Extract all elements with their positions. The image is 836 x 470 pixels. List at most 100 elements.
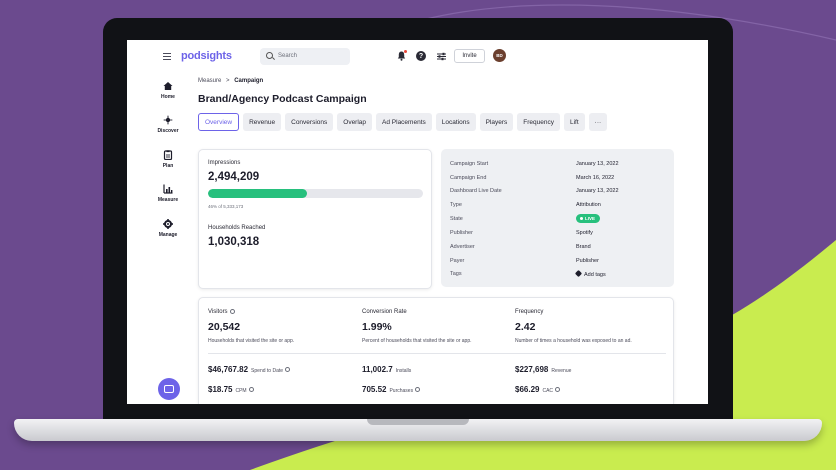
search-input[interactable]: Search — [260, 48, 350, 65]
detail-value: Publisher — [576, 258, 599, 264]
impressions-progress-fill — [208, 189, 307, 198]
stat-label: Installs — [395, 368, 412, 374]
info-icon[interactable] — [285, 367, 291, 373]
detail-key: Publisher — [450, 230, 473, 236]
stat-value: $46,767.82 — [208, 365, 249, 374]
invite-button[interactable]: Invite — [454, 49, 485, 63]
detail-value: January 13, 2022 — [576, 188, 619, 194]
detail-row-type: Type Attribution — [450, 202, 670, 212]
top-bar: podsights Search ? Invite BD — [127, 40, 708, 74]
impressions-label: Impressions — [208, 160, 241, 166]
visitors-label-text: Visitors — [208, 309, 228, 316]
live-dot-icon — [580, 217, 583, 220]
detail-value: Spotify — [576, 230, 593, 236]
detail-row-state: State LIVE — [450, 214, 670, 226]
conversion-rate-description: Percent of households that visited the s… — [362, 338, 472, 344]
breadcrumb: Measure > Campaign — [198, 78, 263, 84]
detail-value: March 16, 2022 — [576, 175, 615, 181]
divider — [208, 353, 666, 354]
impressions-progress-text: 46% of 5,333,173 — [208, 204, 244, 209]
stat-value: $227,698 — [515, 365, 549, 374]
tab-locations[interactable]: Locations — [435, 113, 476, 131]
tab-overlap[interactable]: Overlap — [337, 113, 373, 131]
stat-value: 705.52 — [362, 385, 387, 394]
sidebar-item-home[interactable]: Home — [153, 81, 183, 100]
info-icon[interactable] — [555, 387, 561, 393]
sidebar-item-measure[interactable]: Measure — [153, 184, 183, 203]
sidebar-item-plan[interactable]: Plan — [153, 150, 183, 169]
stat-value: $18.75 — [208, 385, 233, 394]
search-placeholder: Search — [278, 53, 298, 59]
detail-key: Advertiser — [450, 244, 475, 250]
tab-conversions[interactable]: Conversions — [285, 113, 334, 131]
detail-row-tags: Tags Add tags — [450, 269, 670, 281]
stat-label: Spend to Date — [251, 368, 284, 374]
status-badge-label: LIVE — [585, 216, 596, 221]
sidebar-item-label: Manage — [158, 232, 178, 238]
page-title: Brand/Agency Podcast Campaign — [198, 93, 367, 105]
detail-key: Payer — [450, 258, 465, 264]
visitors-description: Households that visited the site or app. — [208, 338, 295, 344]
tab-bar: Overview Revenue Conversions Overlap Ad … — [198, 113, 608, 131]
breadcrumb-parent[interactable]: Measure — [198, 78, 222, 84]
status-badge: LIVE — [576, 214, 601, 223]
metrics-card: Visitors 20,542 Households that visited … — [198, 297, 674, 404]
detail-key: Type — [450, 202, 462, 208]
stat-value: $66.29 — [515, 385, 540, 394]
detail-key: Dashboard Live Date — [450, 188, 502, 194]
stat-purchases: 705.52 Purchases — [362, 385, 421, 394]
plan-icon — [163, 150, 173, 160]
info-icon[interactable] — [229, 309, 235, 314]
search-icon — [266, 52, 273, 59]
stat-value: 11,002.7 — [362, 365, 393, 374]
add-tags-label: Add tags — [584, 272, 606, 278]
info-icon[interactable] — [248, 387, 254, 393]
settings-sliders-icon[interactable] — [436, 51, 446, 61]
tab-lift[interactable]: Lift — [563, 113, 585, 131]
conversion-rate-value: 1.99% — [362, 321, 392, 333]
tab-players[interactable]: Players — [479, 113, 514, 131]
stat-cpm: $18.75 CPM — [208, 385, 254, 394]
tab-revenue[interactable]: Revenue — [243, 113, 282, 131]
sidebar-item-manage[interactable]: Manage — [153, 219, 183, 238]
frequency-label: Frequency — [515, 309, 544, 315]
tab-frequency[interactable]: Frequency — [517, 113, 560, 131]
tab-ad-placements[interactable]: Ad Placements — [376, 113, 432, 131]
more-tabs-button[interactable]: ··· — [588, 113, 608, 131]
detail-row-campaign-start: Campaign Start January 13, 2022 — [450, 161, 670, 171]
stat-spend: $46,767.82 Spend to Date — [208, 365, 291, 374]
tab-overview[interactable]: Overview — [198, 113, 240, 131]
households-value: 1,030,318 — [208, 236, 260, 248]
detail-value: January 13, 2022 — [576, 161, 619, 167]
chat-button[interactable] — [158, 378, 180, 400]
tag-icon — [574, 269, 583, 278]
impressions-progress-bar — [208, 189, 423, 198]
conversion-rate-label: Conversion Rate — [362, 309, 407, 315]
hamburger-menu-icon[interactable] — [163, 53, 171, 61]
gear-icon — [163, 219, 173, 229]
campaign-details-card: Campaign Start January 13, 2022 Campaign … — [441, 149, 674, 287]
notification-bell-icon[interactable] — [396, 50, 407, 61]
stat-label: CPM — [235, 388, 247, 394]
add-tags-button[interactable]: Add tags — [574, 269, 606, 278]
stat-label: CAC — [542, 388, 554, 394]
detail-key: Campaign Start — [450, 161, 489, 167]
visitors-label: Visitors — [208, 309, 235, 315]
info-icon[interactable] — [415, 387, 421, 393]
stat-installs: 11,002.7 Installs — [362, 365, 411, 374]
detail-row-dashboard-live: Dashboard Live Date January 13, 2022 — [450, 188, 670, 198]
sidebar-item-discover[interactable]: Discover — [153, 115, 183, 134]
notification-dot — [404, 50, 407, 53]
impressions-value: 2,494,209 — [208, 171, 260, 183]
detail-row-payer: Payer Publisher — [450, 258, 670, 268]
detail-value: Brand — [576, 244, 591, 250]
detail-row-campaign-end: Campaign End March 16, 2022 — [450, 175, 670, 185]
households-label: Households Reached — [208, 225, 266, 231]
discover-icon — [163, 115, 173, 125]
home-icon — [163, 82, 173, 90]
breadcrumb-separator: > — [226, 78, 230, 84]
help-icon[interactable]: ? — [416, 51, 426, 61]
logo[interactable]: podsights — [181, 50, 232, 62]
avatar[interactable]: BD — [493, 49, 506, 62]
frequency-description: Number of times a household was exposed … — [515, 338, 632, 344]
